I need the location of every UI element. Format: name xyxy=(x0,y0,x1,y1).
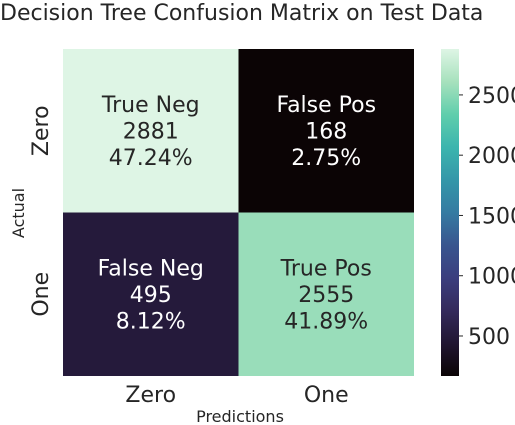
x-axis-label: Predictions xyxy=(196,407,284,425)
cell-count-text: 495 xyxy=(130,283,172,308)
cell-percent-text: 41.89% xyxy=(284,310,368,335)
heatmap-cell xyxy=(63,212,239,376)
y-axis-label: Actual xyxy=(9,188,28,238)
cell-count-text: 2881 xyxy=(123,120,179,145)
heatmap-cell xyxy=(63,49,239,213)
chart-title: Decision Tree Confusion Matrix on Test D… xyxy=(0,1,483,26)
cell-label-text: False Neg xyxy=(98,257,204,282)
colorbar-tick-label: 1000 xyxy=(468,265,515,290)
x-tick-label: Zero xyxy=(125,383,176,408)
cell-label-text: False Pos xyxy=(276,93,376,118)
y-tick-label: One xyxy=(29,272,54,317)
colorbar-ticks: 500 1000 1500 2000 2500 xyxy=(459,84,515,350)
cell-percent-text: 47.24% xyxy=(109,146,193,171)
cell-count-text: 168 xyxy=(305,120,347,145)
colorbar-tick-label: 1500 xyxy=(468,204,515,229)
colorbar xyxy=(441,49,459,376)
cell-label-text: True Pos xyxy=(280,257,372,282)
cell-percent-text: 8.12% xyxy=(116,310,186,335)
x-tick-label: One xyxy=(304,383,349,408)
cell-count-text: 2555 xyxy=(298,283,354,308)
y-tick-label: Zero xyxy=(29,105,54,156)
cell-percent-text: 2.75% xyxy=(291,146,361,171)
colorbar-tick-label: 2500 xyxy=(468,84,515,109)
x-axis-ticks: Zero One xyxy=(125,383,348,408)
heatmap-cell xyxy=(238,49,414,213)
colorbar-tick-label: 500 xyxy=(468,325,510,350)
heatmap-cell xyxy=(238,212,414,376)
colorbar-tick-label: 2000 xyxy=(468,144,515,169)
y-axis-ticks: Zero One xyxy=(29,105,54,316)
cell-label-text: True Neg xyxy=(101,93,200,118)
